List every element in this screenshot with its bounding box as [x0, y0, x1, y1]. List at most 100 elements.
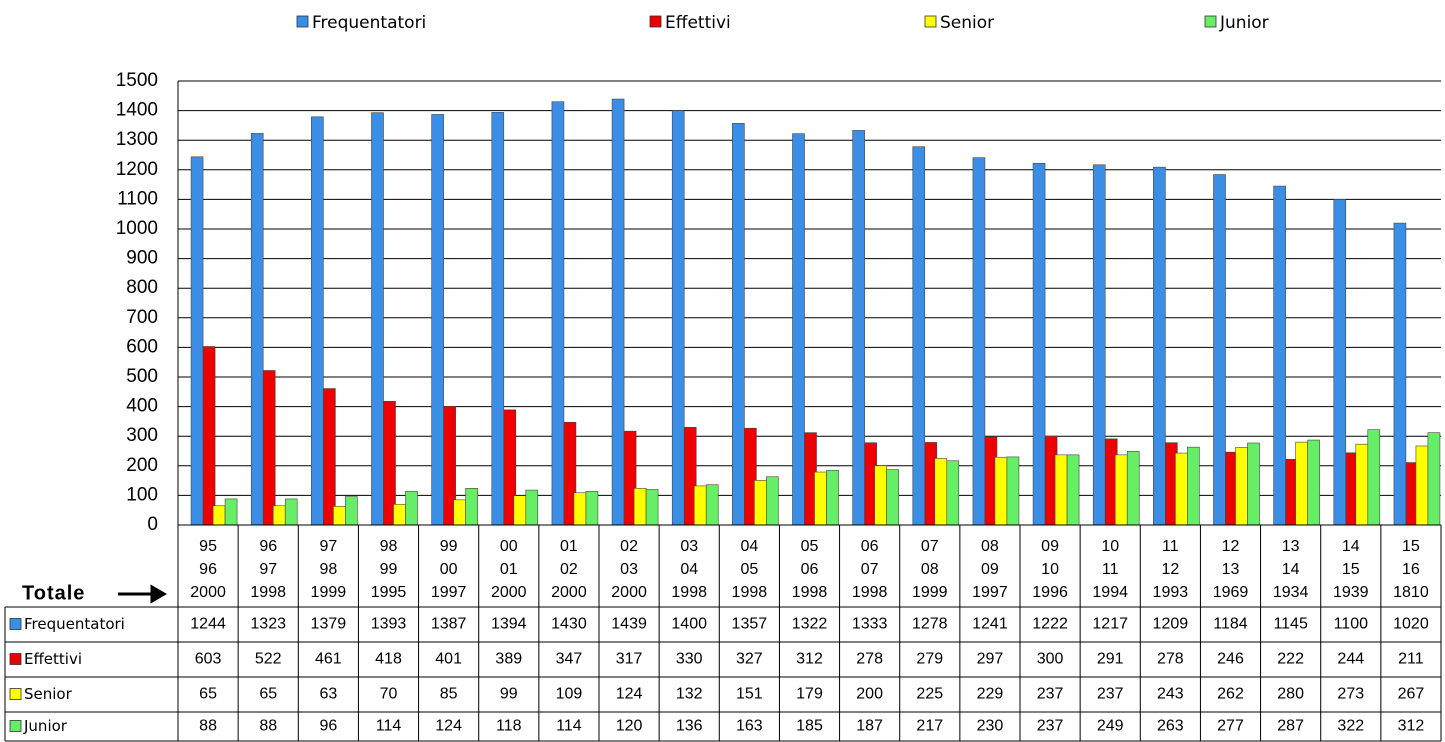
table-value: 1100: [1334, 616, 1369, 633]
total-label: 1998: [671, 584, 707, 601]
table-value: 70: [380, 686, 398, 703]
bar: [886, 469, 899, 526]
x-tick-label: 99: [380, 561, 398, 578]
bar: [453, 499, 466, 526]
table-value: 1145: [1273, 616, 1308, 633]
y-tick-label: 900: [126, 248, 158, 269]
x-tick-label: 95: [199, 538, 217, 555]
total-label: 1995: [371, 584, 407, 601]
bar: [1126, 450, 1140, 526]
bar: [1273, 185, 1286, 526]
table-value: 120: [616, 718, 643, 735]
table-value: 273: [1337, 686, 1364, 703]
table-value: 1322: [792, 616, 828, 633]
total-label: 1997: [972, 584, 1008, 601]
table-value: 347: [556, 651, 583, 668]
bar: [754, 480, 767, 526]
bar: [212, 505, 226, 526]
total-label: 1996: [1032, 584, 1068, 601]
y-tick-label: 1100: [117, 188, 158, 209]
x-tick-label: 04: [680, 561, 698, 578]
bar: [323, 388, 336, 526]
bar: [1355, 443, 1369, 526]
y-tick-label: 200: [126, 455, 158, 476]
table-value: 124: [616, 686, 643, 703]
total-label: 1993: [1153, 584, 1189, 601]
table-value: 187: [856, 718, 883, 735]
table-value: 522: [255, 651, 282, 668]
table-value: 1222: [1032, 616, 1068, 633]
legend-swatch: [924, 15, 937, 28]
x-tick-label: 96: [259, 538, 277, 555]
table-value: 1184: [1213, 616, 1248, 633]
bar: [766, 476, 779, 526]
table-value: 1333: [852, 616, 888, 633]
legend-label: Effettivi: [665, 13, 731, 33]
table-value: 114: [556, 718, 582, 735]
total-label: 2000: [190, 584, 226, 601]
table-value: 237: [1097, 686, 1124, 703]
table-value: 327: [736, 651, 763, 668]
table-value: 1439: [611, 616, 647, 633]
table-value: 230: [977, 718, 1004, 735]
bar: [573, 492, 587, 526]
bar: [311, 116, 324, 526]
x-tick-label: 99: [440, 538, 458, 555]
x-tick-label: 02: [560, 561, 578, 578]
table-value: 1020: [1393, 616, 1429, 633]
total-label: 1997: [431, 584, 467, 601]
table-value: 1400: [671, 616, 707, 633]
table-value: 280: [1277, 686, 1304, 703]
bar: [1054, 454, 1068, 526]
total-label: 1998: [852, 584, 888, 601]
table-value: 179: [796, 686, 823, 703]
x-tick-label: 15: [1342, 561, 1360, 578]
legend-swatch: [296, 15, 309, 28]
legend-swatch: [649, 15, 662, 28]
bar: [994, 456, 1008, 526]
x-tick-label: 15: [1402, 538, 1420, 555]
legend-label: Senior: [940, 13, 994, 33]
table-value: 88: [199, 718, 217, 735]
x-tick-label: 03: [680, 538, 698, 555]
table-value: 217: [916, 718, 943, 735]
table-value: 279: [916, 651, 943, 668]
y-tick-label: 1300: [116, 129, 158, 150]
legend-key: [9, 688, 22, 700]
table-value: 109: [556, 686, 583, 703]
y-tick-label: 1500: [116, 70, 158, 91]
table-value: 603: [195, 651, 222, 668]
bar: [465, 487, 478, 526]
table-value: 65: [199, 686, 217, 703]
bar: [1006, 456, 1020, 526]
table-value: 300: [1037, 651, 1064, 668]
total-label: 1999: [311, 584, 347, 601]
x-tick-label: 01: [500, 561, 518, 578]
x-tick-label: 00: [440, 561, 458, 578]
bar: [1333, 199, 1347, 526]
bar: [513, 495, 527, 526]
row-label: Effettivi: [24, 650, 82, 668]
legend-key: [9, 720, 22, 732]
total-label: 1999: [912, 584, 948, 601]
x-tick-label: 11: [1102, 561, 1119, 578]
bar: [645, 489, 659, 526]
table-value: 124: [435, 718, 462, 735]
bar: [611, 98, 625, 526]
y-tick-label: 100: [126, 484, 158, 505]
y-tick-label: 1000: [116, 218, 158, 239]
x-tick-label: 13: [1282, 538, 1300, 555]
table-value: 185: [796, 718, 823, 735]
table-value: 118: [496, 718, 522, 735]
table-value: 200: [856, 686, 883, 703]
x-tick-label: 98: [319, 561, 337, 578]
total-label: 1998: [732, 584, 768, 601]
bar: [1114, 454, 1128, 526]
total-label: 2000: [611, 584, 647, 601]
bar: [551, 101, 565, 526]
table-value: 99: [500, 686, 518, 703]
table-value: 389: [495, 651, 522, 668]
table-value: 401: [435, 651, 462, 668]
x-tick-label: 06: [801, 561, 819, 578]
